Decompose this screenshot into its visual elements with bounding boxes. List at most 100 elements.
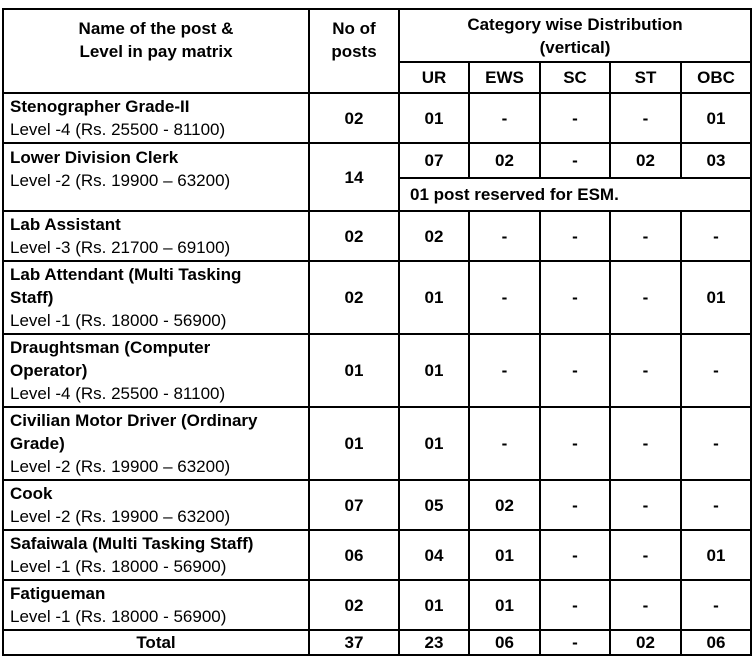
ur-cell: 01 <box>398 406 470 481</box>
column-header-obc: OBC <box>679 61 752 94</box>
ur-cell: 01 <box>398 333 470 408</box>
post-name-cell: Safaiwala (Multi Tasking Staff) Level -1… <box>2 529 310 581</box>
total-posts-cell: 37 <box>308 629 400 656</box>
posts-count-cell: 02 <box>308 260 400 335</box>
ur-cell: 07 <box>398 142 470 179</box>
post-name: Draughtsman (Computer Operator) <box>10 338 211 380</box>
table-row-safaiwala: Safaiwala (Multi Tasking Staff) Level -1… <box>2 529 752 581</box>
column-header-ews: EWS <box>468 61 541 94</box>
st-cell: - <box>609 210 682 262</box>
obc-cell: - <box>679 406 752 481</box>
post-name-cell: Draughtsman (Computer Operator) Level -4… <box>2 333 310 408</box>
ews-cell: 02 <box>468 479 541 531</box>
table-row-total: Total 37 23 06 - 02 06 <box>2 629 752 656</box>
total-label: Total <box>2 629 310 656</box>
posts-count-cell: 01 <box>308 406 400 481</box>
table-row-cook: Cook Level -2 (Rs. 19900 – 63200) 07 05 … <box>2 479 752 531</box>
post-name: Cook <box>10 484 53 503</box>
post-level: Level -1 (Rs. 18000 - 56900) <box>10 607 227 626</box>
sc-cell: - <box>539 406 611 481</box>
post-level: Level -1 (Rs. 18000 - 56900) <box>10 557 227 576</box>
column-header-category-distribution: Category wise Distribution (vertical) <box>397 8 752 63</box>
posts-count-cell: 06 <box>308 529 400 581</box>
obc-cell: - <box>679 210 752 262</box>
post-name: Stenographer Grade-II <box>10 97 190 116</box>
st-cell: - <box>609 333 682 408</box>
st-cell: - <box>609 529 682 581</box>
table-row-civilian-motor-driver: Civilian Motor Driver (Ordinary Grade) L… <box>2 406 752 481</box>
post-name: Lab Assistant <box>10 215 121 234</box>
post-name: Lab Attendant (Multi Tasking Staff) <box>10 265 242 307</box>
post-level: Level -2 (Rs. 19900 – 63200) <box>10 507 231 526</box>
posts-count-cell: 01 <box>308 333 400 408</box>
table-row-lower-division-clerk: Lower Division Clerk Level -2 (Rs. 19900… <box>2 142 752 212</box>
post-level: Level -4 (Rs. 25500 - 81100) <box>10 384 226 403</box>
st-cell: - <box>609 406 682 481</box>
post-name: Lower Division Clerk <box>10 148 179 167</box>
ews-cell: - <box>468 92 541 144</box>
obc-cell: - <box>679 479 752 531</box>
post-level: Level -2 (Rs. 19900 – 63200) <box>10 171 231 190</box>
ur-cell: 01 <box>398 260 470 335</box>
ur-cell: 01 <box>398 579 470 631</box>
ews-cell: 01 <box>468 529 541 581</box>
post-name-cell: Lab Attendant (Multi Tasking Staff) Leve… <box>2 260 310 335</box>
vacancy-table: Name of the post & Level in pay matrix N… <box>2 8 752 656</box>
post-name-cell: Cook Level -2 (Rs. 19900 – 63200) <box>2 479 310 531</box>
total-sc-cell: - <box>539 629 611 656</box>
posts-count-cell: 07 <box>308 479 400 531</box>
st-cell: - <box>609 260 682 335</box>
ur-cell: 05 <box>398 479 470 531</box>
ews-cell: - <box>468 406 541 481</box>
total-ews-cell: 06 <box>468 629 541 656</box>
ews-cell: 02 <box>468 142 541 179</box>
sc-cell: - <box>539 260 611 335</box>
st-cell: - <box>609 479 682 531</box>
post-level: Level -4 (Rs. 25500 - 81100) <box>10 120 226 139</box>
ews-cell: 01 <box>468 579 541 631</box>
post-name-cell: Lab Assistant Level -3 (Rs. 21700 – 6910… <box>2 210 310 262</box>
header-row-main: Name of the post & Level in pay matrix N… <box>2 8 752 94</box>
st-cell: 02 <box>609 142 682 179</box>
total-ur-cell: 23 <box>398 629 470 656</box>
ews-cell: - <box>468 210 541 262</box>
post-name-cell: Stenographer Grade-II Level -4 (Rs. 2550… <box>2 92 310 144</box>
ews-cell: - <box>468 260 541 335</box>
column-header-sc: SC <box>539 61 611 94</box>
st-cell: - <box>609 92 682 144</box>
post-name: Civilian Motor Driver (Ordinary Grade) <box>10 411 258 453</box>
sc-cell: - <box>539 92 611 144</box>
total-obc-cell: 06 <box>679 629 752 656</box>
table-row-lab-attendant: Lab Attendant (Multi Tasking Staff) Leve… <box>2 260 752 335</box>
ur-cell: 04 <box>398 529 470 581</box>
sc-cell: - <box>539 579 611 631</box>
obc-cell: - <box>679 579 752 631</box>
obc-cell: 03 <box>679 142 752 179</box>
column-header-no-of-posts: No of posts <box>308 8 400 94</box>
column-header-st: ST <box>609 61 682 94</box>
total-st-cell: 02 <box>609 629 682 656</box>
post-level: Level -2 (Rs. 19900 – 63200) <box>10 457 231 476</box>
column-header-post-name: Name of the post & Level in pay matrix <box>2 8 310 94</box>
post-name-cell: Civilian Motor Driver (Ordinary Grade) L… <box>2 406 310 481</box>
table-row-lab-assistant: Lab Assistant Level -3 (Rs. 21700 – 6910… <box>2 210 752 262</box>
ews-cell: - <box>468 333 541 408</box>
obc-cell: 01 <box>679 260 752 335</box>
post-name-cell: Lower Division Clerk Level -2 (Rs. 19900… <box>2 142 310 212</box>
posts-count-cell: 14 <box>308 142 400 212</box>
sc-cell: - <box>539 142 611 179</box>
obc-cell: 01 <box>679 92 752 144</box>
post-level: Level -1 (Rs. 18000 - 56900) <box>10 311 227 330</box>
column-header-ur: UR <box>398 61 470 94</box>
table-row-stenographer: Stenographer Grade-II Level -4 (Rs. 2550… <box>2 92 752 144</box>
posts-count-cell: 02 <box>308 92 400 144</box>
obc-cell: - <box>679 333 752 408</box>
post-name-cell: Fatigueman Level -1 (Rs. 18000 - 56900) <box>2 579 310 631</box>
posts-count-cell: 02 <box>308 579 400 631</box>
sc-cell: - <box>539 210 611 262</box>
obc-cell: 01 <box>679 529 752 581</box>
sc-cell: - <box>539 479 611 531</box>
esm-reservation-note: 01 post reserved for ESM. <box>397 177 752 212</box>
post-level: Level -3 (Rs. 21700 – 69100) <box>10 238 231 257</box>
post-name: Safaiwala (Multi Tasking Staff) <box>10 534 254 553</box>
